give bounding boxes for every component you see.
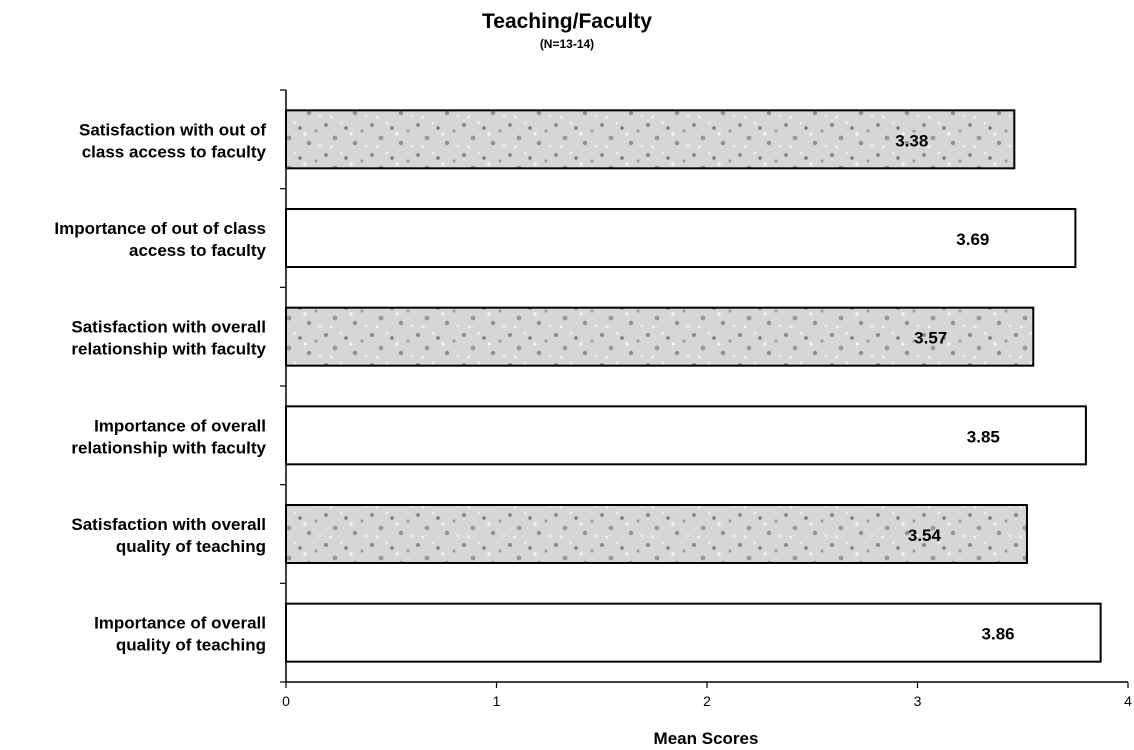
category-label-line: Satisfaction with overall — [71, 318, 266, 337]
x-axis-title: Mean Scores — [654, 729, 759, 748]
category-label: Importance of out of class access to facu… — [54, 219, 266, 260]
data-label: 3.86 — [982, 625, 1015, 644]
bar-satisfaction — [285, 109, 1016, 170]
category-label-line: Satisfaction with out of — [79, 120, 266, 139]
bar-satisfaction — [285, 504, 1028, 564]
x-tick-label: 1 — [493, 693, 501, 709]
category-label: Importance of overall quality of teaching — [94, 614, 266, 655]
data-label: 3.69 — [956, 230, 989, 249]
data-label: 3.54 — [908, 526, 942, 545]
category-label-line: relationship with faculty — [71, 340, 266, 359]
category-label-line: class access to faculty — [82, 142, 267, 161]
data-label: 3.38 — [895, 131, 928, 150]
axes: 0 1 2 3 4 — [280, 89, 1132, 709]
category-label: Importance of overall relationship with f… — [71, 416, 266, 457]
bars — [285, 109, 1102, 663]
bar-satisfaction — [285, 306, 1035, 367]
chart-title: Teaching/Faculty — [482, 10, 652, 33]
category-label-line: quality of teaching — [116, 537, 266, 556]
category-label-line: Importance of overall — [94, 614, 266, 633]
category-label: Satisfaction with out of class access to … — [79, 120, 267, 161]
bar-importance — [285, 405, 1087, 466]
category-label-line: relationship with faculty — [71, 438, 266, 457]
data-label: 3.85 — [967, 427, 1000, 446]
bar-importance — [285, 602, 1102, 663]
x-tick-label: 3 — [914, 693, 922, 709]
category-label-line: Importance of overall — [94, 416, 266, 435]
bar-importance — [285, 208, 1077, 268]
chart-subtitle: (N=13-14) — [539, 37, 595, 51]
category-label-line: Importance of out of class — [54, 219, 266, 238]
category-label-line: Satisfaction with overall — [71, 515, 266, 534]
data-label: 3.57 — [914, 329, 947, 348]
x-tick-label: 4 — [1124, 693, 1132, 709]
x-tick-label: 2 — [703, 693, 711, 709]
category-label-line: access to faculty — [129, 241, 267, 260]
category-label-line: quality of teaching — [116, 636, 266, 655]
category-label: Satisfaction with overall relationship wi… — [71, 318, 266, 359]
x-tick-label: 0 — [282, 693, 290, 709]
labels: 3.38 Satisfaction with out of class access… — [54, 120, 1014, 654]
category-label: Satisfaction with overall quality of teac… — [71, 515, 266, 556]
